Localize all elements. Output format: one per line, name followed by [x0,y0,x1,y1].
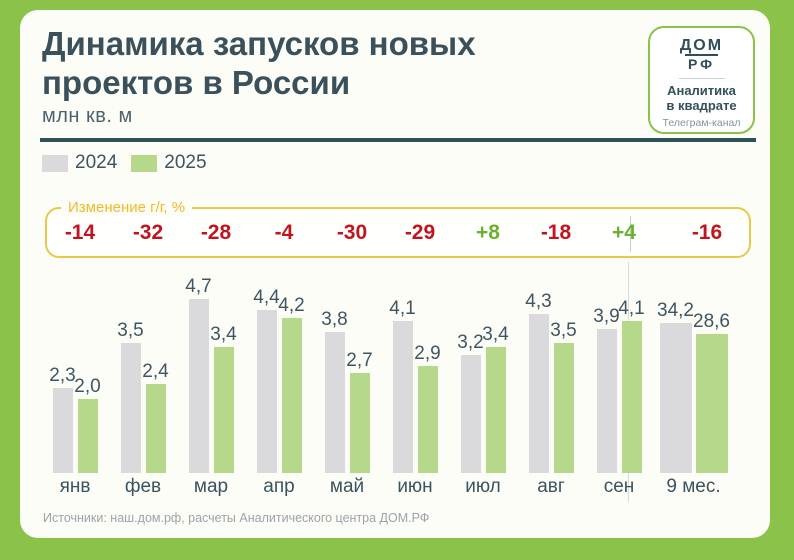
x-axis-label-июл: июл [465,476,501,497]
bar-value-2024-авг: 4,3 [525,291,552,312]
yoy-change-value-май: -30 [336,221,368,244]
bar-value-2024-апр: 4,4 [253,287,280,308]
x-axis-label-сен: сен [603,476,635,497]
bar-value-2025-апр: 4,2 [278,295,305,316]
yoy-change-label: Изменение г/г, % [61,199,193,216]
channel-name-line-2: в квадрате [666,98,737,113]
legend-label-2025: 2025 [164,152,207,173]
bar-value-2025-авг: 3,5 [550,320,577,341]
logo-text-rf: РФ [684,54,719,72]
x-axis-label-янв: янв [59,476,91,497]
bar-value-2025-июн: 2,9 [414,343,441,364]
bar-2025-мар [213,347,234,473]
yoy-change-value-апр: -4 [274,221,294,244]
bar-2024-фев [120,343,141,473]
logo-text-dom: ДОМ [679,37,724,54]
bar-2025-май [349,373,370,473]
bar-value-2025-сен: 4,1 [618,298,645,319]
yoy-change-value-сен: +4 [612,221,636,244]
bar-2024-янв [52,388,73,473]
yoy-change-value-мар: -28 [200,221,232,244]
bar-value-2024-9 мес.: 34,2 [657,300,694,321]
bar-value-2024-май: 3,8 [321,309,348,330]
x-axis-label-май: май [329,476,365,497]
bar-2025-9 мес. [695,334,728,473]
bar-value-2024-июл: 3,2 [457,332,484,353]
x-axis-label-9 мес.: 9 мес. [666,476,721,497]
logo-separator [678,78,725,79]
bar-value-2024-мар: 4,7 [185,276,212,297]
yoy-change-value-июл: +8 [476,221,500,244]
bar-2025-авг [553,343,574,473]
yoy-change-value-авг: -18 [540,221,572,244]
bar-value-2024-сен: 3,9 [593,306,620,327]
bar-value-2024-янв: 2,3 [49,365,76,386]
yoy-change-value-янв: -14 [64,221,96,244]
bar-value-2024-фев: 3,5 [117,320,144,341]
legend-swatch-2025 [131,154,158,172]
legend-swatch-2024 [42,154,68,172]
bar-2024-9 мес. [659,323,692,473]
yoy-change-value-9 мес.: -16 [691,221,723,244]
infographic-card: Динамика запусков новых проектов в Росси… [20,10,770,538]
header-divider [40,138,756,142]
yoy-change-value-июн: -29 [404,221,436,244]
bar-value-2025-июл: 3,4 [482,324,509,345]
bar-value-2024-июн: 4,1 [389,298,416,319]
bar-2024-авг [528,314,549,473]
yoy-change-box: Изменение г/г, % -14 -32 -28 -4 -30 -29 +8 -18 +… [45,199,751,258]
x-axis-label-фев: фев [124,476,162,497]
domrf-telegram-badge[interactable]: ДОМ РФ Аналитика в квадрате Телеграм-кан… [648,26,755,134]
bar-2025-июл [485,347,506,473]
title-line-2: проектов в России [42,64,351,101]
bar-2024-июл [460,355,481,473]
x-axis-label-мар: мар [193,476,229,497]
bar-2025-янв [77,399,98,473]
bar-2024-сен [596,329,617,473]
yoy-change-value-фев: -32 [132,221,164,244]
bar-value-2025-май: 2,7 [346,350,373,371]
channel-name: Аналитика в квадрате [666,83,736,113]
legend-label-2024: 2024 [75,152,118,173]
page-title: Динамика запусков новых проектов в Росси… [42,24,476,102]
bar-value-2025-янв: 2,0 [74,376,101,397]
source-note: Источники: наш.дом.рф, расчеты Аналитиче… [43,511,430,525]
chart-units-label: млн кв. м [42,105,133,127]
change-box-divider [630,216,631,252]
legend-item-2025: 2025 [131,152,207,174]
x-axis-label-апр: апр [263,476,295,497]
bar-2024-июн [392,321,413,473]
legend-item-2024: 2024 [42,152,117,174]
channel-name-line-1: Аналитика [667,83,736,98]
bar-value-2025-фев: 2,4 [142,361,169,382]
bar-2025-июн [417,366,438,473]
bar-2025-апр [281,318,302,473]
domrf-logo-icon: ДОМ РФ [680,37,723,72]
bar-2025-фев [145,384,166,473]
title-line-1: Динамика запусков новых [42,25,476,62]
x-axis-label-авг: авг [537,476,565,497]
bar-2024-май [324,332,345,473]
bar-value-2025-9 мес.: 28,6 [693,311,730,332]
bar-value-2025-мар: 3,4 [210,324,237,345]
channel-type-label: Телеграм-канал [662,117,741,129]
bar-2024-апр [256,310,277,473]
x-axis-label-июн: июн [397,476,433,497]
legend: 2024 2025 [42,152,207,174]
bar-2025-сен [621,321,642,473]
bar-2024-мар [188,299,209,473]
